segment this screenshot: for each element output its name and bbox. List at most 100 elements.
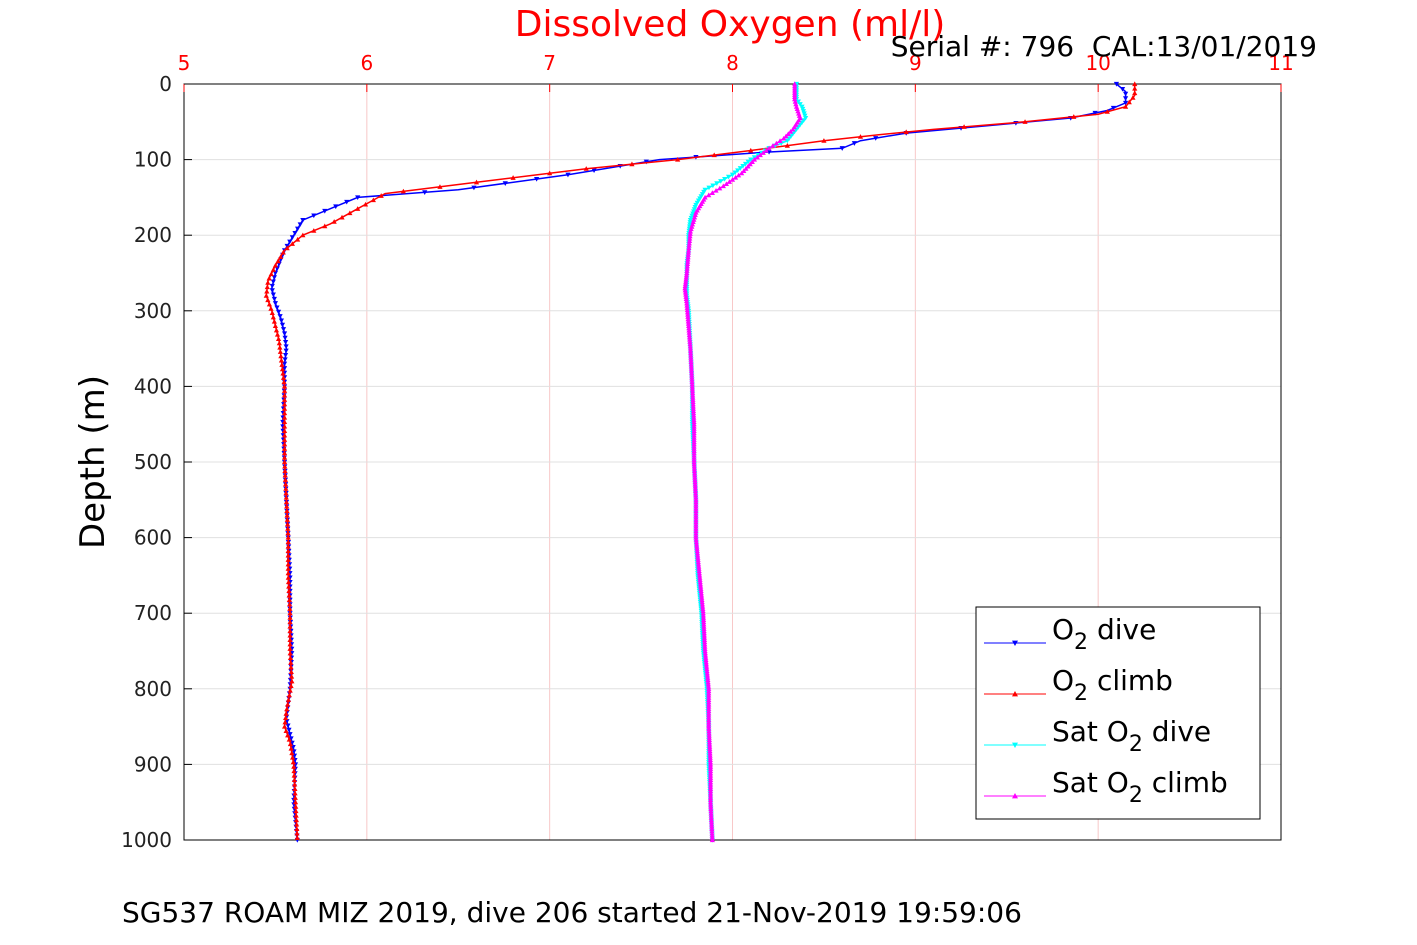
- data-point: [1110, 105, 1117, 111]
- data-point: [285, 561, 291, 567]
- data-point: [748, 157, 754, 163]
- data-point: [689, 374, 695, 380]
- data-point: [702, 646, 708, 651]
- data-point: [583, 166, 589, 171]
- data-point: [281, 459, 288, 465]
- data-point: [706, 724, 712, 729]
- data-point: [287, 637, 293, 642]
- data-point: [700, 610, 706, 616]
- data-point: [684, 307, 690, 313]
- data-point: [703, 659, 709, 665]
- data-point: [283, 486, 289, 491]
- data-point: [696, 568, 702, 574]
- data-point: [287, 641, 293, 647]
- legend-swatch-marker: [1012, 640, 1018, 646]
- data-point: [277, 314, 283, 319]
- data-point: [741, 168, 747, 174]
- data-point: [706, 730, 712, 736]
- data-point: [700, 617, 707, 622]
- data-point: [690, 397, 696, 402]
- data-point: [693, 541, 700, 547]
- y-axis-label: Depth (m): [73, 375, 113, 549]
- data-point: [286, 692, 292, 698]
- legend-label: O2 climb: [1052, 664, 1173, 706]
- data-point: [701, 637, 708, 642]
- data-point: [279, 322, 286, 328]
- data-point: [687, 231, 693, 236]
- data-point: [688, 363, 694, 369]
- data-point: [287, 619, 293, 625]
- data-point: [685, 314, 691, 319]
- data-point: [287, 623, 293, 629]
- data-point: [698, 592, 705, 598]
- data-point: [268, 306, 274, 311]
- data-point: [263, 293, 269, 298]
- data-point: [737, 166, 743, 171]
- data-point: [682, 281, 689, 286]
- data-point: [270, 279, 276, 285]
- data-point: [773, 140, 779, 146]
- data-point: [708, 808, 714, 814]
- data-point: [707, 759, 714, 765]
- data-point: [286, 588, 292, 594]
- data-point: [694, 543, 700, 549]
- data-point: [281, 379, 287, 385]
- data-point: [688, 354, 694, 360]
- data-point: [697, 577, 703, 582]
- data-point: [702, 648, 708, 654]
- data-point: [688, 350, 694, 356]
- data-point: [682, 285, 688, 291]
- data-point: [726, 179, 733, 184]
- data-point: [694, 550, 701, 556]
- data-point: [740, 164, 746, 169]
- data-point: [1113, 81, 1120, 87]
- data-point: [701, 619, 707, 625]
- data-point: [1132, 90, 1138, 96]
- data-point: [1132, 81, 1138, 87]
- data-point: [270, 267, 276, 272]
- data-point: [292, 799, 299, 805]
- data-point: [684, 309, 691, 315]
- y-tick-label: 300: [134, 299, 172, 323]
- data-point: [285, 723, 291, 729]
- data-point: [701, 621, 707, 627]
- data-point: [707, 748, 713, 754]
- data-point: [708, 815, 714, 820]
- data-point: [720, 183, 726, 189]
- data-point: [282, 335, 288, 341]
- data-point: [271, 275, 277, 280]
- data-point: [279, 362, 285, 367]
- data-point: [735, 172, 742, 178]
- data-point: [709, 821, 715, 827]
- data-point: [686, 330, 692, 335]
- data-point: [1119, 86, 1126, 92]
- data-point: [629, 161, 635, 167]
- data-point: [690, 399, 696, 405]
- data-point: [706, 192, 712, 198]
- data-point: [1071, 114, 1077, 119]
- data-point: [297, 222, 303, 227]
- data-point: [699, 595, 705, 600]
- data-point: [281, 423, 288, 429]
- data-point: [692, 483, 698, 489]
- data-point: [688, 359, 694, 365]
- series-4: [682, 81, 803, 843]
- data-point: [1104, 109, 1110, 114]
- data-point: [709, 835, 715, 840]
- series-group: [263, 81, 1138, 843]
- data-point: [689, 379, 695, 385]
- y-tick-label: 500: [134, 450, 172, 474]
- data-point: [695, 559, 701, 565]
- data-point: [281, 437, 288, 442]
- data-point: [689, 386, 695, 391]
- data-point: [691, 461, 697, 467]
- data-point: [272, 262, 279, 268]
- data-point: [691, 466, 698, 471]
- data-point: [684, 265, 690, 271]
- data-point: [275, 258, 281, 264]
- data-point: [691, 463, 697, 469]
- data-point: [355, 206, 361, 211]
- data-point: [277, 344, 283, 350]
- data-point: [290, 754, 296, 760]
- data-point: [687, 228, 694, 234]
